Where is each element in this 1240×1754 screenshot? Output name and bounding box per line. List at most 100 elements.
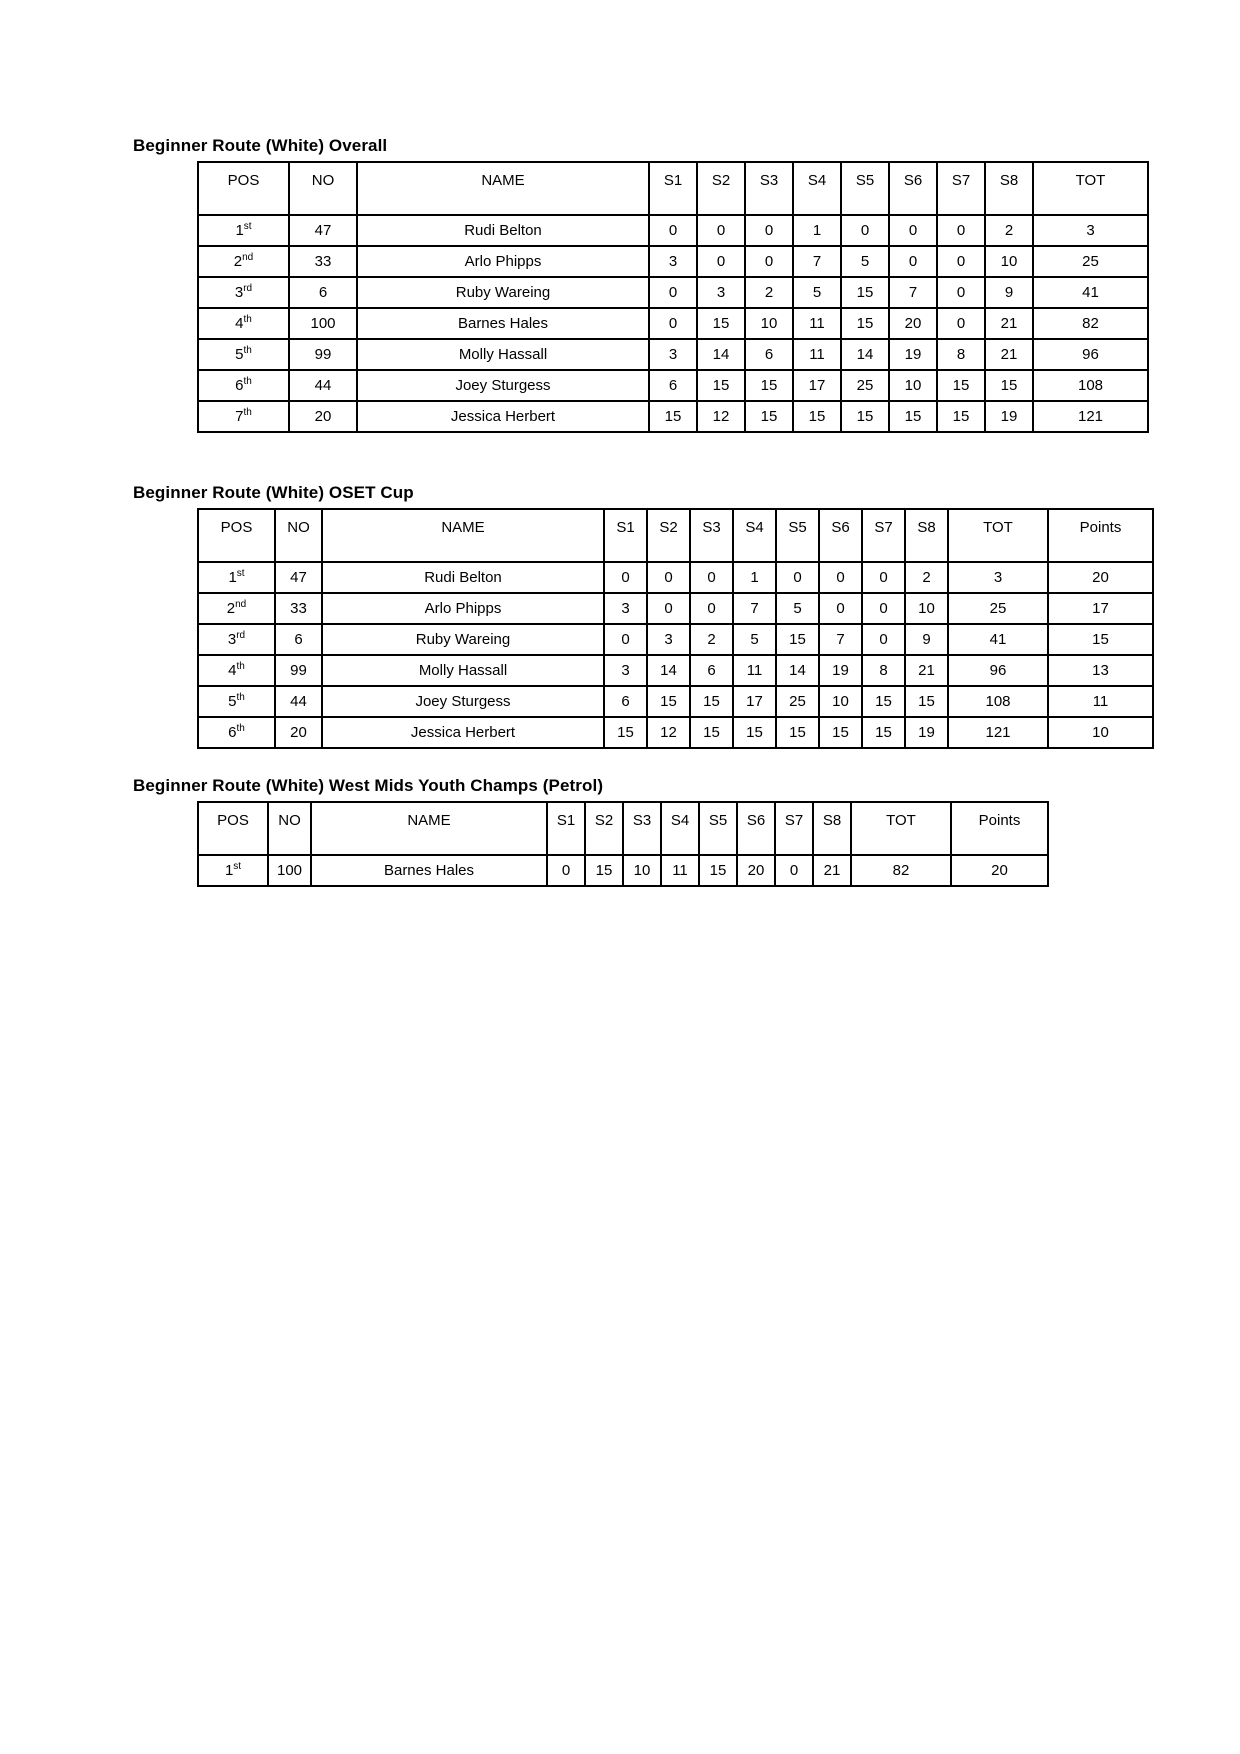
section-score-cell-s5: 25	[775, 685, 820, 718]
position-ordinal-suffix: th	[243, 314, 252, 325]
section-score-cell-s1: 3	[603, 592, 648, 625]
results-table-west-mids: POS NO NAME S1 S2 S3 S4 S5 S6 S7 S8 TOT Points 1st 100…	[197, 801, 1049, 887]
section-score-cell-s2: 3	[646, 623, 691, 656]
section-score-cell-s4: 1	[792, 214, 842, 247]
section-score-cell-s8: 2	[984, 214, 1034, 247]
table-row: 7th 20 Jessica Herbert 15 12 15 15 15 15 15 19 121	[197, 400, 1149, 433]
section-score-cell-s6: 19	[888, 338, 938, 371]
total-cell: 82	[1032, 307, 1149, 340]
rider-name-cell: Molly Hassall	[321, 654, 605, 687]
section-score-cell-s6: 20	[888, 307, 938, 340]
rider-name-cell: Arlo Phipps	[356, 245, 650, 278]
rider-number-cell: 44	[274, 685, 323, 718]
rider-name-cell: Molly Hassall	[356, 338, 650, 371]
total-cell: 82	[850, 854, 952, 887]
table-row: 6th 20 Jessica Herbert 15 12 15 15 15 15 15 19 121 1…	[197, 716, 1154, 749]
rider-name-cell: Ruby Wareing	[321, 623, 605, 656]
column-header-pos: POS	[197, 161, 290, 216]
column-header-no: NO	[288, 161, 358, 216]
column-header-s6: S6	[818, 508, 863, 563]
section-score-cell-s8: 19	[984, 400, 1034, 433]
section-score-cell-s5: 15	[840, 400, 890, 433]
total-cell: 121	[947, 716, 1049, 749]
column-header-s2: S2	[646, 508, 691, 563]
total-cell: 3	[947, 561, 1049, 594]
position-cell: 6th	[197, 716, 276, 749]
header-row: POS NO NAME S1 S2 S3 S4 S5 S6 S7 S8 TOT Points	[197, 508, 1154, 563]
section-score-cell-s6: 0	[888, 214, 938, 247]
total-cell: 96	[1032, 338, 1149, 371]
results-table-oset-cup: POS NO NAME S1 S2 S3 S4 S5 S6 S7 S8 TOT Points 1st 47 R…	[197, 508, 1154, 749]
column-header-s5: S5	[698, 801, 738, 856]
column-header-no: NO	[267, 801, 312, 856]
table-row: 3rd 6 Ruby Wareing 0 3 2 5 15 7 0 9 41	[197, 276, 1149, 309]
section-score-cell-s6: 10	[818, 685, 863, 718]
section-score-cell-s3: 10	[622, 854, 662, 887]
total-cell: 121	[1032, 400, 1149, 433]
section-score-cell-s1: 0	[603, 561, 648, 594]
section-score-cell-s4: 15	[792, 400, 842, 433]
position-cell: 2nd	[197, 592, 276, 625]
section-score-cell-s6: 15	[888, 400, 938, 433]
total-cell: 3	[1032, 214, 1149, 247]
rider-number-cell: 47	[274, 561, 323, 594]
column-header-s3: S3	[622, 801, 662, 856]
column-header-s1: S1	[603, 508, 648, 563]
table-row: 1st 47 Rudi Belton 0 0 0 1 0 0 0 2 3	[197, 214, 1149, 247]
section-score-cell-s8: 2	[904, 561, 949, 594]
rider-name-cell: Arlo Phipps	[321, 592, 605, 625]
column-header-name: NAME	[310, 801, 548, 856]
section-score-cell-s1: 15	[648, 400, 698, 433]
column-header-name: NAME	[356, 161, 650, 216]
section-score-cell-s7: 0	[774, 854, 814, 887]
column-header-s6: S6	[736, 801, 776, 856]
section-score-cell-s8: 15	[904, 685, 949, 718]
rider-number-cell: 100	[267, 854, 312, 887]
section-score-cell-s5: 5	[840, 245, 890, 278]
rider-number-cell: 20	[274, 716, 323, 749]
column-header-s2: S2	[696, 161, 746, 216]
section-score-cell-s3: 0	[689, 592, 734, 625]
rider-name-cell: Jessica Herbert	[356, 400, 650, 433]
column-header-s7: S7	[774, 801, 814, 856]
section-score-cell-s8: 21	[984, 338, 1034, 371]
rider-number-cell: 33	[288, 245, 358, 278]
section-title-west-mids: Beginner Route (White) West Mids Youth C…	[133, 776, 604, 795]
section-score-cell-s6: 7	[888, 276, 938, 309]
column-header-s4: S4	[792, 161, 842, 216]
section-score-cell-s7: 0	[861, 623, 906, 656]
position-cell: 7th	[197, 400, 290, 433]
section-score-cell-s3: 2	[689, 623, 734, 656]
rider-number-cell: 99	[274, 654, 323, 687]
section-score-cell-s4: 11	[792, 338, 842, 371]
section-score-cell-s1: 0	[648, 214, 698, 247]
table-row: 4th 99 Molly Hassall 3 14 6 11 14 19 8 21 96 13	[197, 654, 1154, 687]
position-cell: 2nd	[197, 245, 290, 278]
section-score-cell-s2: 0	[646, 592, 691, 625]
section-score-cell-s4: 15	[732, 716, 777, 749]
results-table-oset-cup-wrap: POS NO NAME S1 S2 S3 S4 S5 S6 S7 S8 TOT Points 1st 47 R…	[197, 508, 1240, 749]
column-header-tot: TOT	[1032, 161, 1149, 216]
rider-number-cell: 44	[288, 369, 358, 402]
section-score-cell-s2: 15	[584, 854, 624, 887]
column-header-s5: S5	[840, 161, 890, 216]
table-row: 2nd 33 Arlo Phipps 3 0 0 7 5 0 0 10 25	[197, 245, 1149, 278]
section-score-cell-s7: 8	[861, 654, 906, 687]
section-score-cell-s5: 15	[840, 276, 890, 309]
section-score-cell-s4: 17	[792, 369, 842, 402]
section-score-cell-s2: 12	[646, 716, 691, 749]
column-header-s2: S2	[584, 801, 624, 856]
section-score-cell-s8: 10	[984, 245, 1034, 278]
column-header-s1: S1	[648, 161, 698, 216]
section-score-cell-s7: 8	[936, 338, 986, 371]
section-score-cell-s3: 15	[744, 400, 794, 433]
document-page: Beginner Route (White) Overall POS NO NAME…	[133, 136, 1240, 887]
section-score-cell-s3: 6	[744, 338, 794, 371]
column-header-pos: POS	[197, 508, 276, 563]
section-score-cell-s1: 0	[648, 307, 698, 340]
total-cell: 25	[1032, 245, 1149, 278]
section-score-cell-s5: 15	[775, 623, 820, 656]
section-score-cell-s1: 3	[603, 654, 648, 687]
section-score-cell-s7: 0	[861, 561, 906, 594]
section-score-cell-s2: 14	[646, 654, 691, 687]
